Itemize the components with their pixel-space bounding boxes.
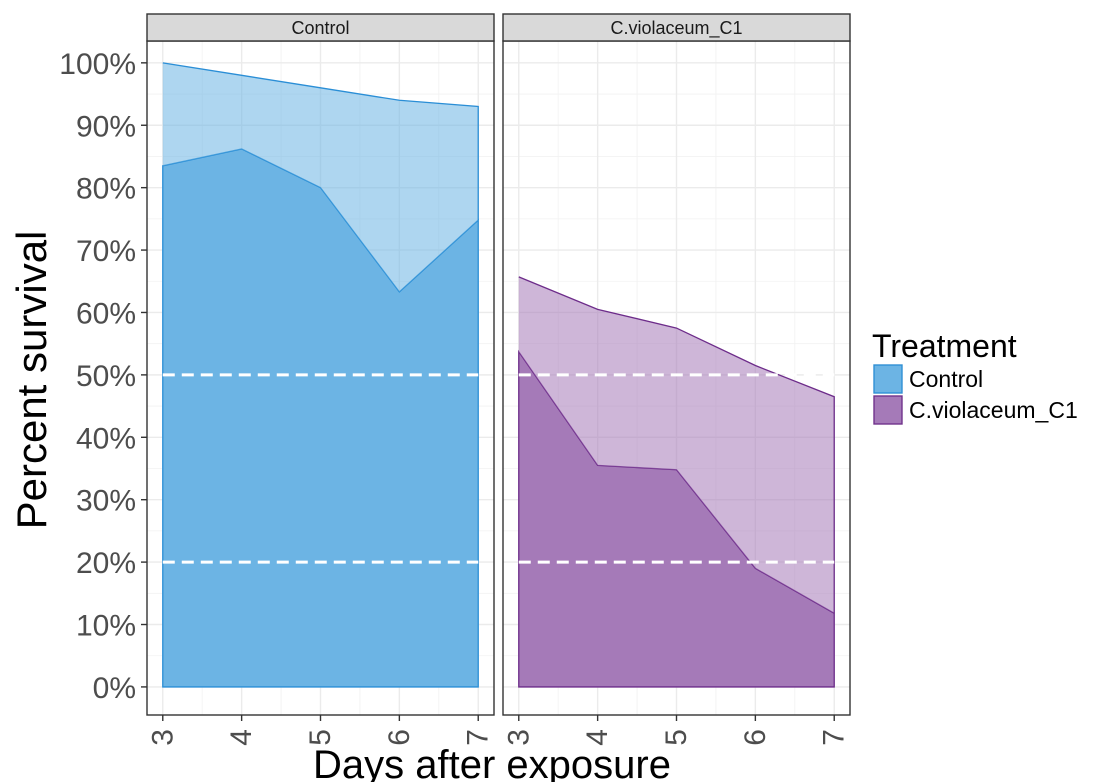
y-tick-label: 40% (76, 422, 136, 455)
y-tick-label: 20% (76, 547, 136, 580)
y-tick-label: 60% (76, 297, 136, 330)
y-axis-title: Percent survival (8, 231, 55, 530)
y-tick-label: 100% (59, 48, 136, 81)
x-tick-label: 3 (502, 729, 535, 746)
y-tick-label: 50% (76, 360, 136, 393)
y-tick-label: 10% (76, 610, 136, 643)
x-tick-label: 7 (462, 729, 495, 746)
x-axis-title: Days after exposure (313, 743, 671, 782)
legend-swatch (873, 395, 903, 425)
survival-upper-line (162, 62, 479, 221)
survival-area-upper (518, 276, 835, 614)
y-tick-label: 80% (76, 173, 136, 206)
legend: Treatment Control C.violaceum_C1 (872, 328, 1078, 425)
panel-c-violaceum: C.violaceum_C1 3 4 5 6 7 (502, 13, 851, 746)
x-tick-label: 3 (146, 729, 179, 746)
x-tick-label: 6 (739, 729, 772, 746)
y-tick-label: 0% (93, 672, 136, 705)
x-tick-label: 5 (660, 729, 693, 746)
strip-label: Control (291, 18, 349, 38)
x-tick-label: 7 (818, 729, 851, 746)
x-tick-label: 4 (225, 729, 258, 746)
strip-background (502, 13, 851, 42)
x-tick-label: 5 (304, 729, 337, 746)
survival-upper-line (518, 276, 835, 614)
y-tick-label: 70% (76, 235, 136, 268)
y-tick-label: 30% (76, 485, 136, 518)
x-tick-label: 6 (383, 729, 416, 746)
x-tick-label: 4 (581, 729, 614, 746)
strip-label: C.violaceum_C1 (610, 18, 742, 39)
legend-label: Control (909, 366, 983, 392)
legend-swatch (873, 364, 903, 394)
y-tick-label: 90% (76, 110, 136, 143)
survival-area-upper (162, 62, 479, 292)
legend-title: Treatment (872, 328, 1017, 364)
legend-label: C.violaceum_C1 (909, 397, 1078, 423)
panel-control: Control 3 4 5 6 7 (146, 13, 495, 746)
strip-background (146, 13, 495, 42)
